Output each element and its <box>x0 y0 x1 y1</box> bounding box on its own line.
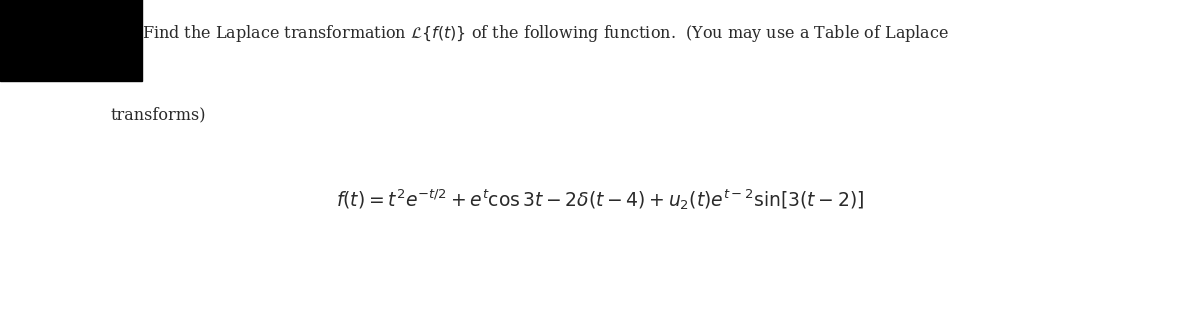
Text: Find the Laplace transformation $\mathcal{L}\{f(t)\}$ of the following function.: Find the Laplace transformation $\mathca… <box>142 23 949 43</box>
Bar <box>0 0 142 80</box>
Text: $f(t) = t^2e^{-t/2} + e^t\cos 3t - 2\delta(t-4) + u_2(t)e^{t-2}\sin[3(t-2)]$: $f(t) = t^2e^{-t/2} + e^t\cos 3t - 2\del… <box>336 187 864 212</box>
Text: transforms): transforms) <box>110 106 206 123</box>
